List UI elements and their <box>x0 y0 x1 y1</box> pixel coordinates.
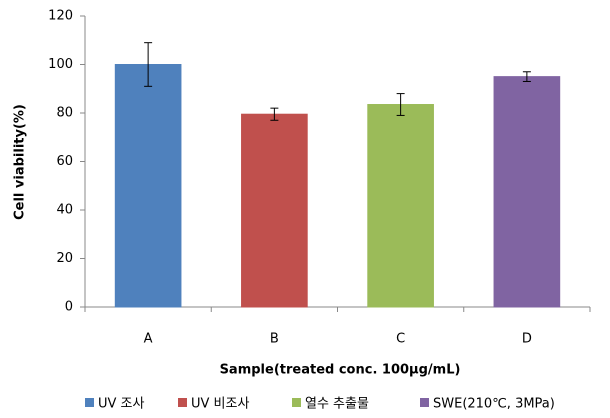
y-tick-label: 100 <box>48 57 73 72</box>
legend-label: 열수 추출물 <box>305 397 369 412</box>
bar <box>367 104 434 308</box>
y-tick-label: 80 <box>56 106 73 121</box>
y-tick-label: 0 <box>65 300 73 315</box>
x-axis-label: Sample(treated conc. 100μg/mL) <box>220 363 461 378</box>
legend-label: SWE(210℃, 3MPa) <box>433 397 555 412</box>
bar <box>493 76 561 308</box>
y-tick-label: 120 <box>48 9 73 24</box>
y-axis-label: Cell viability(%) <box>13 104 28 220</box>
x-tick-label: D <box>522 332 532 347</box>
x-tick-label: B <box>270 332 279 347</box>
legend-label: UV 조사 <box>98 397 145 412</box>
y-tick-label: 20 <box>56 251 73 266</box>
legend-swatch <box>420 398 429 407</box>
y-tick-label: 40 <box>56 203 73 218</box>
x-tick-label: A <box>144 332 153 347</box>
bar <box>241 113 308 308</box>
bar <box>114 64 182 308</box>
legend-swatch <box>292 398 301 407</box>
y-tick-label: 60 <box>56 154 73 169</box>
legend-swatch <box>178 398 187 407</box>
x-tick-label: C <box>396 332 405 347</box>
legend-label: UV 비조사 <box>191 397 249 412</box>
legend-swatch <box>85 398 94 407</box>
